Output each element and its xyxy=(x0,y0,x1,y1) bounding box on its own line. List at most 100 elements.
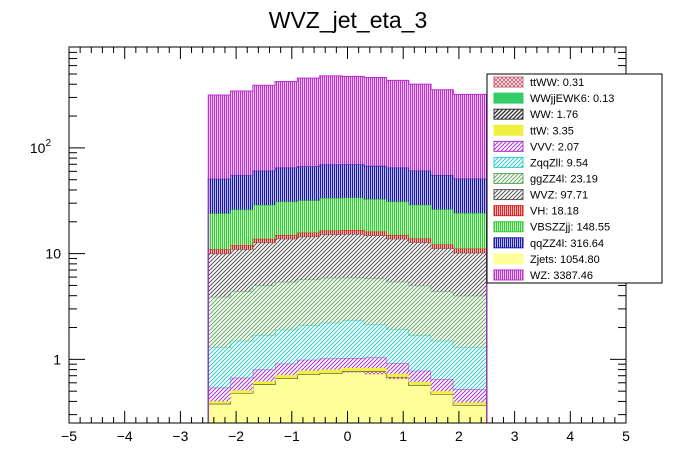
legend-swatch-Zjets xyxy=(493,253,524,265)
x-tick-label: 0 xyxy=(344,428,352,444)
bar-qqZZ4l-4 xyxy=(297,166,320,201)
bar-VH-5 xyxy=(319,230,342,235)
bar-ttW-2 xyxy=(252,381,276,385)
bar-WVZ-6 xyxy=(341,234,365,278)
bar-VBSZZjj-0 xyxy=(208,213,231,250)
legend-label-ZqqZll: ZqqZll: 9.54 xyxy=(530,157,588,169)
bar-ZqqZll-9 xyxy=(408,335,432,371)
stacked-histogram xyxy=(207,75,488,423)
bar-ZqqZll-2 xyxy=(252,334,276,370)
legend-label-WVZ: WVZ: 97.71 xyxy=(530,190,588,202)
bar-VH-2 xyxy=(252,238,276,243)
legend-label-ttW: ttW: 3.35 xyxy=(530,125,574,137)
bar-WVZ-1 xyxy=(230,249,253,292)
bar-VH-6 xyxy=(341,229,365,235)
y-tick-label: 102 xyxy=(30,138,52,156)
bar-ZqqZll-5 xyxy=(319,322,342,359)
bar-VBSZZjj-10 xyxy=(431,209,454,245)
x-tick-label: −3 xyxy=(172,428,188,444)
bar-ZqqZll-10 xyxy=(431,340,454,380)
legend-swatch-WZ xyxy=(493,269,524,281)
bar-WZ-5 xyxy=(319,75,342,165)
bar-WZ-9 xyxy=(408,84,432,171)
bar-ttW-9 xyxy=(408,382,432,386)
bar-WZ-8 xyxy=(386,80,409,168)
bar-VBSZZjj-5 xyxy=(319,198,342,231)
bar-ggZZ4l-4 xyxy=(297,279,320,326)
legend-label-WZ: WZ: 3387.46 xyxy=(530,270,593,282)
legend-label-ttWW: ttWW: 0.31 xyxy=(530,77,584,89)
bar-VBSZZjj-4 xyxy=(297,200,320,233)
bar-ttWW-6 xyxy=(341,371,365,373)
x-tick-label: −4 xyxy=(117,428,133,444)
bar-WZ-10 xyxy=(431,89,454,176)
bar-qqZZ4l-11 xyxy=(453,178,487,214)
outline-WZ xyxy=(207,75,488,423)
bar-ZqqZll-0 xyxy=(208,347,231,388)
bar-WZ-6 xyxy=(341,76,365,165)
bar-WZ-7 xyxy=(364,77,387,166)
bar-qqZZ4l-9 xyxy=(408,170,432,205)
bar-Zjets-11 xyxy=(453,404,487,423)
legend-label-WW: WW: 1.76 xyxy=(530,109,578,121)
series-ZqqZll xyxy=(207,320,488,423)
bar-ggZZ4l-11 xyxy=(453,295,487,348)
bar-WVZ-9 xyxy=(408,242,432,286)
bar-ZqqZll-7 xyxy=(364,324,387,358)
bar-ggZZ4l-2 xyxy=(252,285,276,335)
bar-ggZZ4l-0 xyxy=(208,296,231,348)
legend-label-VVV: VVV: 2.07 xyxy=(530,141,579,153)
bar-VBSZZjj-9 xyxy=(408,204,432,239)
bar-VH-0 xyxy=(208,249,231,254)
bar-Zjets-5 xyxy=(319,373,342,423)
bar-VBSZZjj-7 xyxy=(364,199,387,232)
bar-VH-11 xyxy=(453,248,487,253)
series-WVZ xyxy=(207,233,488,423)
legend-swatch-VH xyxy=(493,205,524,217)
bar-VH-3 xyxy=(275,234,298,239)
bar-VVV-10 xyxy=(431,379,454,392)
bar-VVV-4 xyxy=(297,359,320,371)
legend-label-VH: VH: 18.18 xyxy=(530,206,579,218)
bar-VH-1 xyxy=(230,245,253,250)
bar-Zjets-1 xyxy=(230,393,253,423)
bar-VVV-5 xyxy=(319,358,342,370)
bar-qqZZ4l-3 xyxy=(275,167,298,202)
legend-swatch-ttWW xyxy=(493,76,524,88)
bar-VBSZZjj-1 xyxy=(230,209,253,246)
legend-swatch-WVZ xyxy=(493,189,524,201)
bar-ZqqZll-3 xyxy=(275,329,298,364)
legend-swatch-VBSZZjj xyxy=(493,221,524,233)
legend-label-ggZZ4l: ggZZ4l: 23.19 xyxy=(530,174,598,186)
bar-ZqqZll-1 xyxy=(230,340,253,378)
bar-VVV-9 xyxy=(408,370,432,383)
bar-VBSZZjj-6 xyxy=(341,197,365,230)
bar-VBSZZjj-11 xyxy=(453,213,487,249)
bar-VH-8 xyxy=(386,234,409,239)
bar-WVZ-3 xyxy=(275,238,298,282)
bar-Zjets-2 xyxy=(252,384,276,423)
series-qqZZ4l xyxy=(207,163,488,423)
legend-swatch-ZqqZll xyxy=(493,156,524,168)
bar-VVV-2 xyxy=(252,369,276,382)
bar-ttWW-8 xyxy=(386,377,409,380)
bar-ZqqZll-11 xyxy=(453,347,487,390)
bar-VVV-7 xyxy=(364,357,387,368)
legend-swatch-ttW xyxy=(493,124,524,136)
bar-Zjets-8 xyxy=(386,379,409,423)
legend-label-VBSZZjj: VBSZZjj: 148.55 xyxy=(530,222,610,234)
bar-qqZZ4l-7 xyxy=(364,165,387,200)
bar-ttW-10 xyxy=(431,391,454,395)
bar-VH-9 xyxy=(408,238,432,243)
bar-qqZZ4l-2 xyxy=(252,170,276,206)
bar-VVV-0 xyxy=(208,387,231,402)
bar-VVV-1 xyxy=(230,377,253,391)
bar-ggZZ4l-8 xyxy=(386,281,409,330)
bar-WVZ-7 xyxy=(364,235,387,279)
bar-qqZZ4l-1 xyxy=(230,175,253,210)
bar-VH-10 xyxy=(431,244,454,249)
bar-VVV-11 xyxy=(453,389,487,403)
bar-qqZZ4l-8 xyxy=(386,167,409,202)
bar-ttW-0 xyxy=(208,401,231,404)
